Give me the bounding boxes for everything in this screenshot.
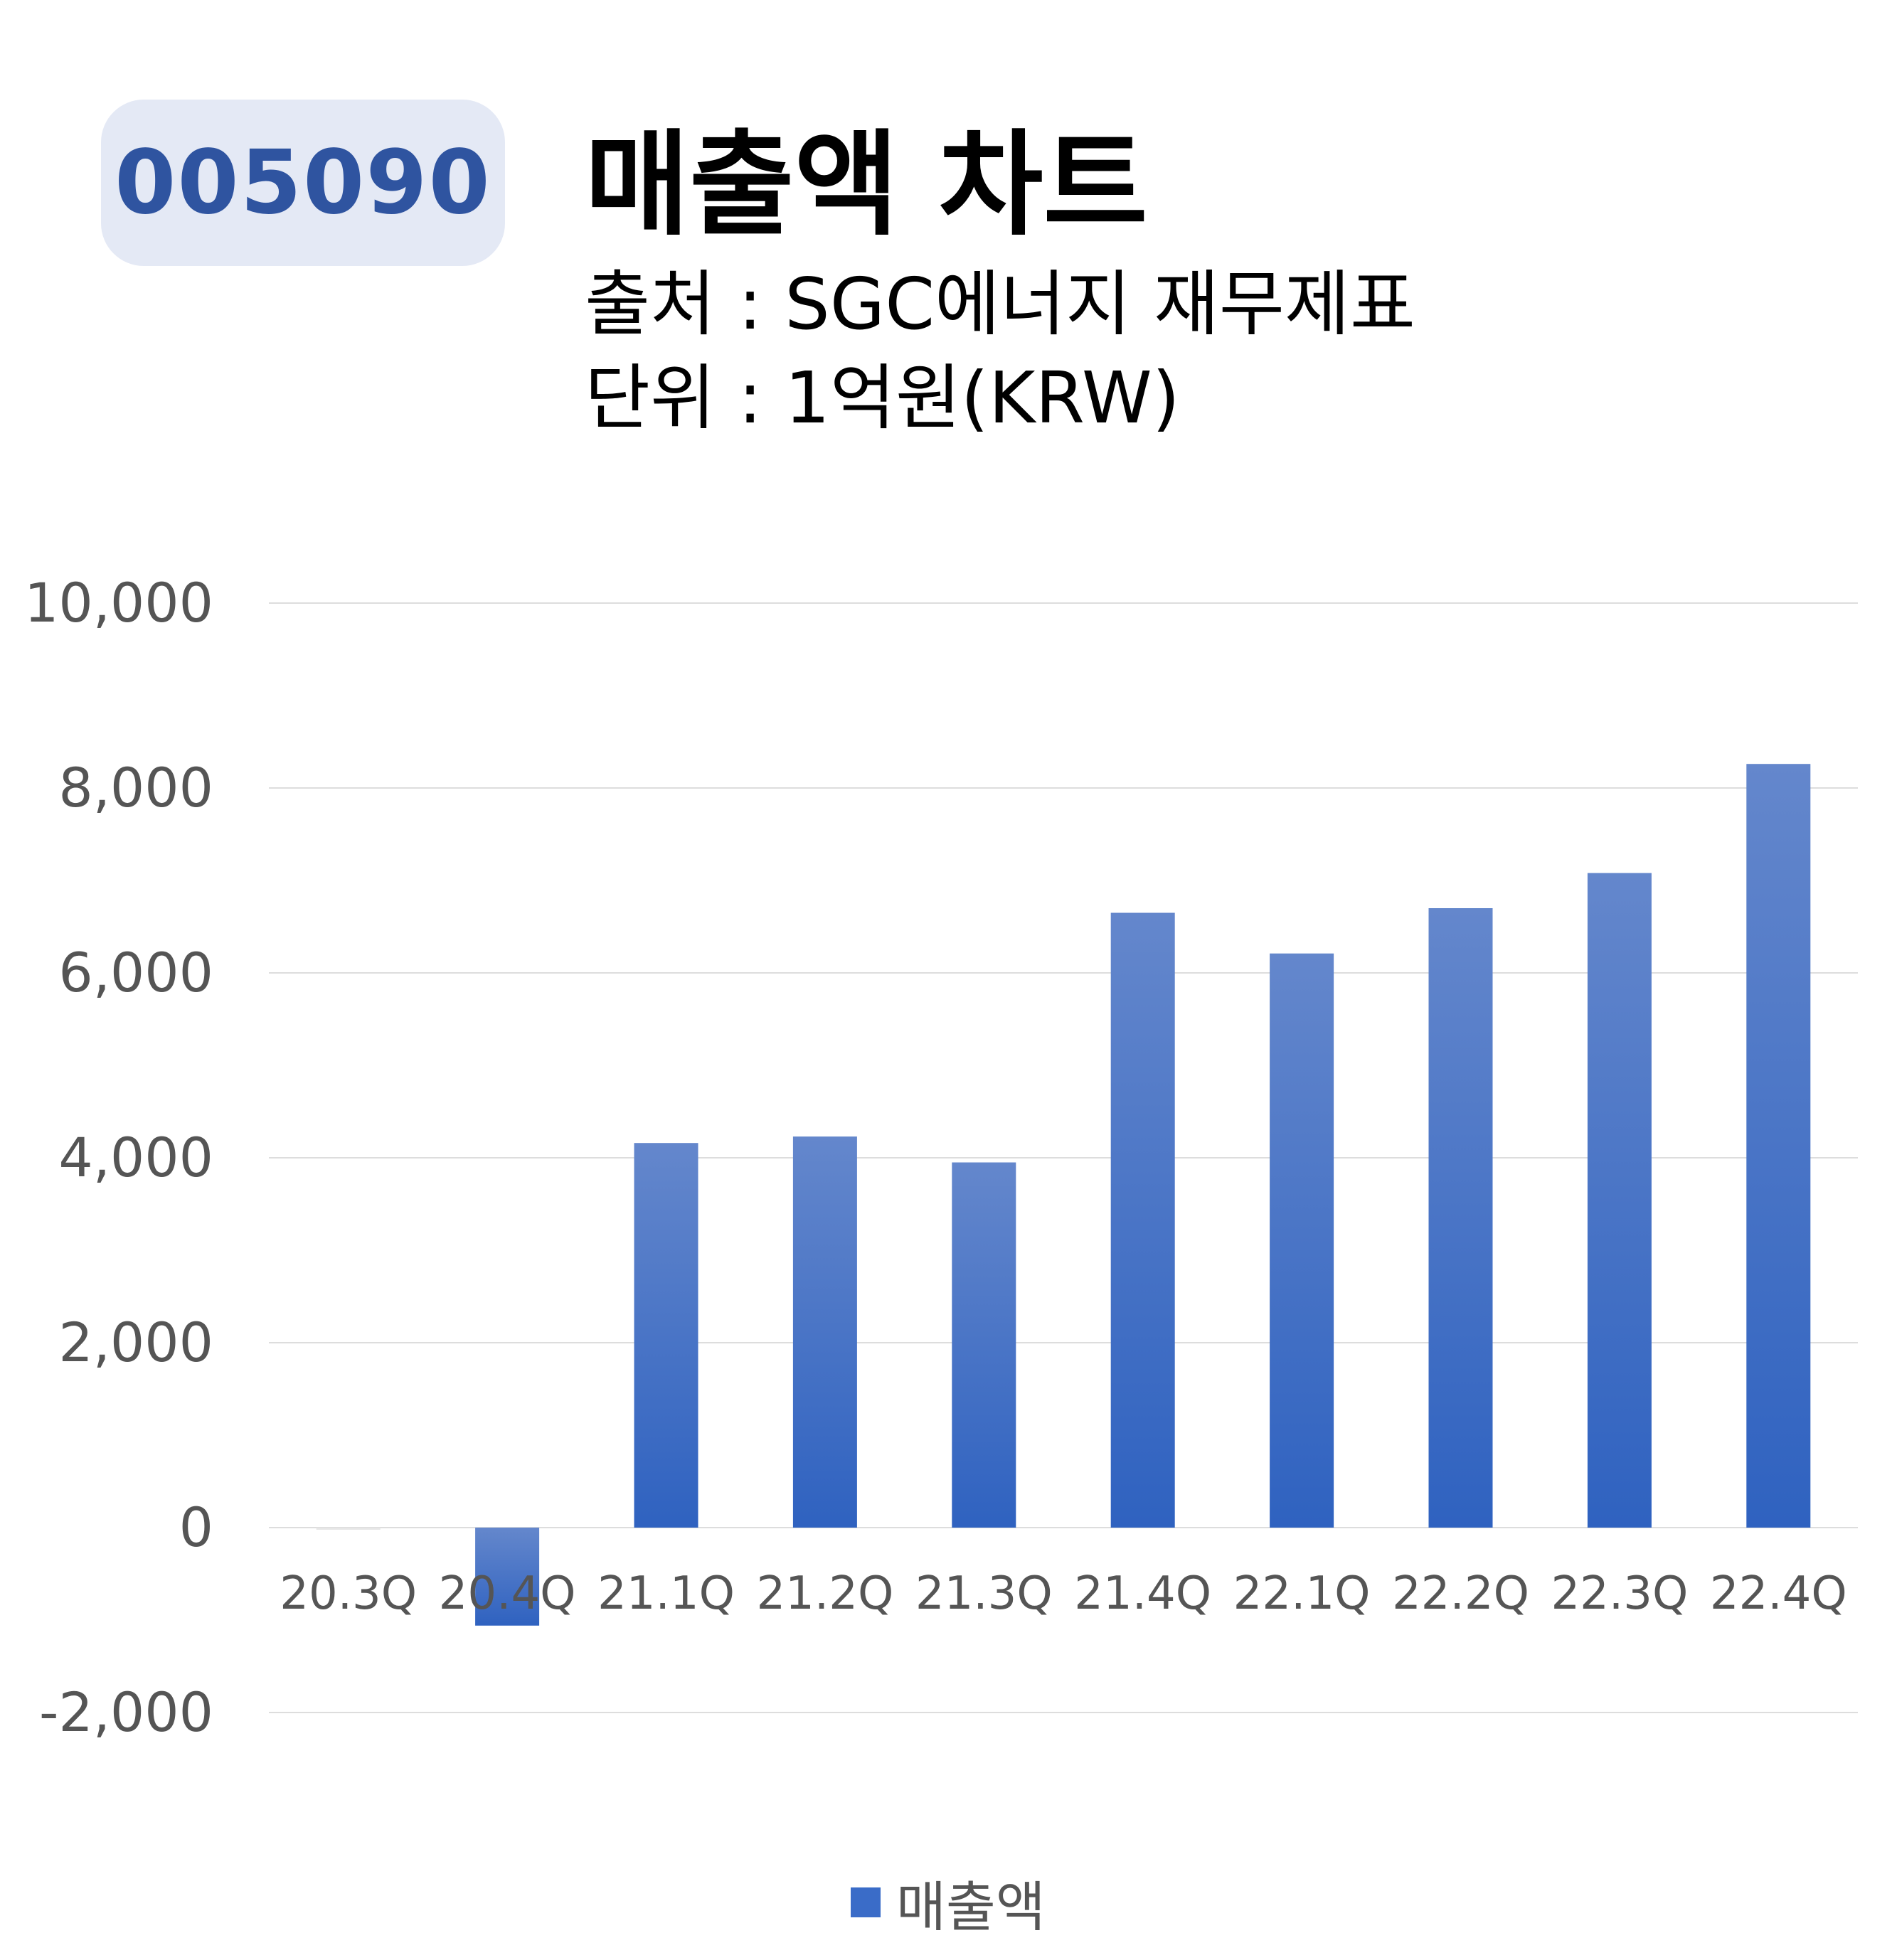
legend-swatch	[851, 1887, 881, 1917]
stock-code-badge: 005090	[101, 100, 505, 266]
x-tick-label: 20.4Q	[439, 1567, 576, 1620]
bar-21.3Q	[952, 1162, 1016, 1528]
y-tick-label: 4,000	[58, 1126, 213, 1189]
x-tick-label: 20.3Q	[280, 1567, 417, 1620]
x-tick-label: 22.1Q	[1233, 1567, 1371, 1620]
source-text: 출처 : SGC에너지 재무제표	[585, 262, 1415, 346]
bar-21.1Q	[634, 1143, 698, 1528]
x-tick-label: 21.4Q	[1074, 1567, 1211, 1620]
bar-20.3Q	[316, 1528, 381, 1530]
x-tick-label: 21.2Q	[756, 1567, 893, 1620]
bar-21.4Q	[1110, 912, 1175, 1528]
y-axis-ticks: 10,000 8,000 6,000 4,000 2,000 0 -2,000	[24, 571, 213, 1744]
bars	[316, 764, 1811, 1626]
bar-22.2Q	[1428, 908, 1493, 1528]
bar-21.2Q	[792, 1136, 857, 1528]
bar-22.3Q	[1587, 873, 1652, 1528]
y-tick-label: 6,000	[58, 941, 213, 1004]
bar-22.1Q	[1270, 953, 1334, 1528]
bar-20.4Q	[475, 1528, 540, 1626]
y-tick-label: -2,000	[39, 1681, 213, 1744]
y-tick-label: 0	[179, 1496, 213, 1559]
legend-label: 매출액	[896, 1875, 1046, 1939]
x-tick-label: 21.1Q	[597, 1567, 735, 1620]
x-tick-label: 21.3Q	[915, 1567, 1053, 1620]
chart-title: 매출액 차트	[585, 118, 1148, 251]
bar-22.4Q	[1746, 764, 1811, 1528]
legend: 매출액	[851, 1863, 1046, 1942]
x-tick-label: 22.3Q	[1551, 1567, 1688, 1620]
y-tick-label: 10,000	[24, 571, 213, 634]
x-tick-label: 22.2Q	[1392, 1567, 1529, 1620]
unit-text: 단위 : 1억원(KRW)	[585, 356, 1180, 440]
x-tick-label: 22.4Q	[1710, 1567, 1847, 1620]
y-tick-label: 8,000	[58, 756, 213, 819]
y-tick-label: 2,000	[58, 1311, 213, 1374]
x-axis-ticks: 20.3Q 20.4Q 21.1Q 21.2Q 21.3Q 21.4Q 22.1Q 22.2Q…	[280, 1567, 1846, 1620]
